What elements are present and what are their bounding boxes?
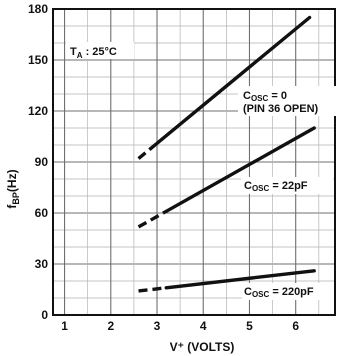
annotation-ta-bg <box>66 42 134 59</box>
annotation-c0-sub: OSC <box>251 94 269 103</box>
annotation-c22-rest: = 22pF <box>269 180 307 192</box>
series-0 <box>137 15 312 160</box>
annotation-c220-bg <box>242 283 334 300</box>
x-axis-title: V⁺ (VOLTS) <box>170 340 235 354</box>
series-0-solid-segment <box>155 15 312 146</box>
annotation-c0-main: C <box>243 90 251 102</box>
annotation-c0-line1: COSC = 0 <box>243 90 287 103</box>
annotation-ta-rest: : 25°C <box>83 46 117 58</box>
y-axis-title: fBP(Hz) <box>5 169 21 208</box>
y-tick-label: 0 <box>41 308 48 322</box>
series-2 <box>138 269 316 293</box>
y-tick-label: 150 <box>28 53 48 67</box>
annotation-ta-sub: A <box>77 51 83 60</box>
annotation-c220-rest: = 220pF <box>269 286 314 298</box>
plot-border <box>52 8 336 316</box>
annotation-c0-rest: = 0 <box>268 90 287 102</box>
x-tick-label: 6 <box>292 319 299 333</box>
annotation-c22-bg <box>241 177 333 194</box>
y-tick-label: 30 <box>35 257 49 271</box>
series-0-dashed-segment <box>137 141 159 160</box>
y-axis-title-sub: BP <box>11 192 21 205</box>
series-layer <box>137 15 316 293</box>
y-tick-label: 120 <box>28 104 48 118</box>
annotation-ta: TA : 25°C <box>70 46 117 60</box>
annotation-c220-sub: OSC <box>252 290 270 299</box>
plot-frame <box>52 8 336 316</box>
y-tick-label: 90 <box>35 155 49 169</box>
y-tick-label: 60 <box>35 206 49 220</box>
annotation-c220: COSC = 220pF <box>244 286 314 299</box>
annotation-c22: COSC = 22pF <box>244 180 308 193</box>
annotation-c22-sub: OSC <box>252 184 270 193</box>
x-tick-label: 4 <box>200 319 207 333</box>
y-axis-title-unit: (Hz) <box>5 169 19 192</box>
annotation-c22-main: C <box>244 180 252 192</box>
annotation-c220-main: C <box>244 286 252 298</box>
series-1 <box>137 126 316 229</box>
series-2-dashed-segment <box>138 286 167 293</box>
annotation-c0-line2: (PIN 36 OPEN) <box>243 103 319 115</box>
y-tick-label: 180 <box>28 2 48 16</box>
annotation-c0-bg <box>238 86 336 116</box>
y-axis-title-main: f <box>5 204 19 209</box>
grid <box>53 8 335 316</box>
series-1-solid-segment <box>164 126 316 214</box>
series-2-solid-segment <box>164 269 316 290</box>
x-tick-label: 1 <box>61 319 68 333</box>
series-1-dashed-segment <box>137 209 168 229</box>
x-tick-label: 3 <box>154 319 161 333</box>
x-tick-label: 5 <box>246 319 253 333</box>
x-tick-label: 2 <box>107 319 114 333</box>
annotation-ta-main: T <box>70 46 77 58</box>
